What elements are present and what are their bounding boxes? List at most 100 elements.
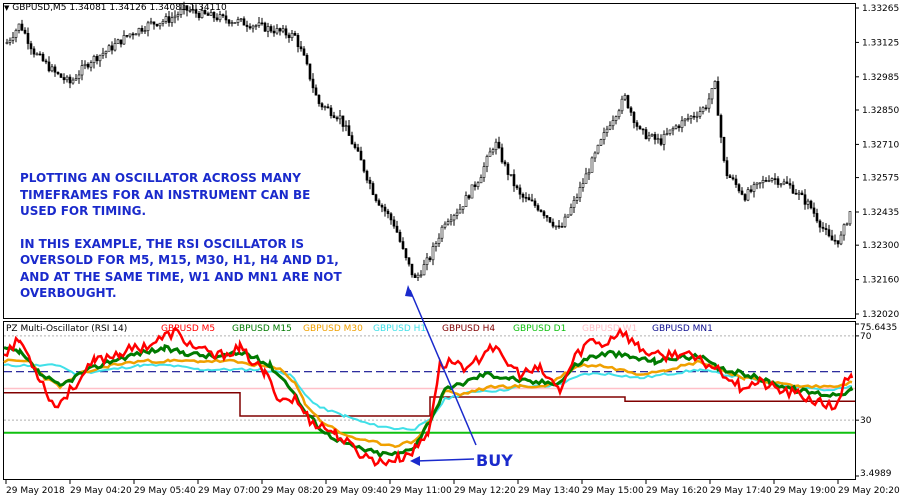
candle-body	[455, 212, 459, 216]
candle-body	[251, 25, 255, 29]
legend-item: GBPUSD M30	[303, 324, 363, 334]
candle-body	[788, 183, 792, 186]
buy-label: BUY	[476, 451, 513, 470]
candle-body	[53, 66, 57, 73]
candle-body	[470, 184, 474, 199]
price-tick-label: 1.32850	[862, 106, 899, 116]
candle-body	[248, 26, 252, 29]
candle-body	[572, 200, 576, 208]
candle-body	[131, 33, 135, 36]
candle-body	[566, 214, 570, 218]
candle-body	[419, 274, 423, 277]
indicator-panel-frame	[3, 321, 856, 480]
candle-body	[674, 125, 678, 129]
candle-body	[548, 217, 552, 223]
candle-body	[668, 129, 672, 134]
candle-body	[506, 163, 510, 175]
candle-body	[341, 115, 345, 127]
candle-body	[221, 14, 225, 17]
candle-body	[140, 28, 144, 32]
candle-body	[734, 178, 738, 185]
annotation-line: IN THIS EXAMPLE, THE RSI OSCILLATOR IS	[20, 236, 305, 251]
candle-body	[806, 200, 810, 205]
candle-body	[818, 220, 822, 228]
price-tick-label: 1.32435	[862, 208, 899, 218]
candle-body	[713, 81, 717, 89]
candle-body	[581, 183, 585, 188]
candle-body	[14, 30, 18, 38]
candle-body	[80, 65, 84, 76]
time-tick-label: 29 May 2018	[6, 486, 65, 496]
candle-body	[656, 138, 660, 141]
candle-body	[593, 152, 597, 159]
candle-body	[509, 174, 513, 176]
legend-item: GBPUSD H4	[442, 324, 496, 334]
candle-body	[176, 14, 180, 17]
candle-body	[104, 50, 108, 54]
candle-body	[515, 185, 519, 189]
candle-body	[359, 150, 363, 161]
candle-body	[56, 71, 60, 75]
candle-body	[44, 60, 48, 63]
candle-body	[743, 194, 747, 201]
candle-body	[29, 43, 33, 50]
candle-body	[38, 53, 42, 56]
candle-body	[527, 197, 531, 201]
candle-body	[626, 95, 630, 109]
candle-body	[524, 197, 528, 199]
candle-body	[287, 34, 291, 39]
candle-body	[290, 32, 294, 39]
candle-body	[755, 182, 759, 186]
candle-body	[254, 25, 258, 27]
time-axis: 29 May 2018 29 May 04:20 29 May 05:40 29 Ma…	[5, 480, 900, 496]
candle-body	[23, 29, 27, 34]
candle-body	[584, 173, 588, 184]
candle-body	[227, 19, 231, 24]
candle-body	[617, 110, 621, 118]
candle-body	[299, 46, 303, 50]
candle-body	[233, 22, 237, 24]
candle-body	[257, 22, 261, 26]
time-tick-label: 29 May 05:40	[134, 486, 196, 496]
candle-body	[110, 45, 114, 51]
candle-body	[779, 183, 783, 186]
candle-body	[179, 9, 183, 15]
candle-body	[695, 115, 699, 118]
candle-body	[521, 193, 525, 198]
indicator-tick-label: 3.4989	[860, 469, 892, 479]
candle-body	[395, 225, 399, 233]
price-tick-label: 1.33125	[862, 38, 899, 48]
time-tick-label: 29 May 17:40	[710, 486, 772, 496]
candle-body	[185, 5, 189, 11]
candle-body	[671, 128, 675, 131]
candle-body	[326, 106, 330, 109]
candle-body	[587, 172, 591, 175]
candle-body	[830, 235, 834, 241]
candle-body	[32, 48, 36, 55]
candle-body	[434, 243, 438, 247]
candle-body	[356, 147, 360, 152]
candle-body	[752, 184, 756, 192]
candle-body	[353, 143, 357, 148]
candle-body	[59, 73, 63, 78]
candle-body	[554, 225, 558, 228]
candle-body	[410, 263, 414, 276]
candle-body	[398, 231, 402, 242]
candle-body	[266, 26, 270, 32]
annotation-line: OVERSOLD FOR M5, M15, M30, H1, H4 AND D1…	[20, 253, 339, 267]
candle-body	[569, 207, 573, 216]
candle-body	[365, 170, 369, 181]
candle-body	[401, 241, 405, 249]
candle-body	[161, 21, 165, 24]
candle-body	[377, 200, 381, 206]
legend-item: GBPUSD H1	[373, 324, 427, 334]
candle-body	[155, 23, 159, 27]
candle-body	[605, 128, 609, 133]
candle-body	[182, 5, 186, 10]
candle-body	[440, 226, 444, 239]
indicator-title: PZ Multi-Oscillator (RSI 14)	[6, 324, 128, 334]
candle-body	[518, 187, 522, 195]
candle-body	[575, 197, 579, 201]
candle-body	[272, 30, 276, 34]
